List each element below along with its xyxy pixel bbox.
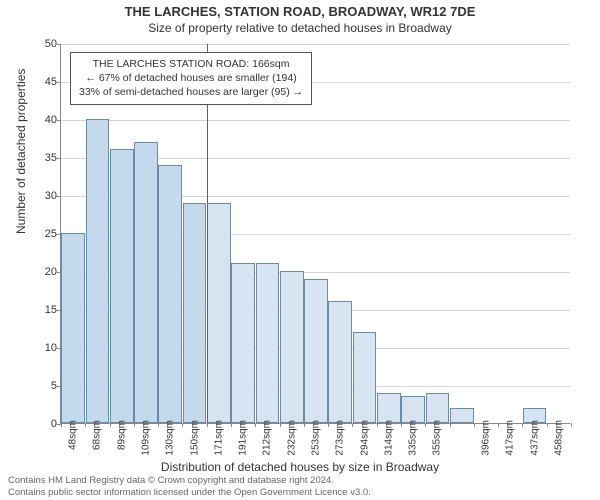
- xtick-mark: [401, 423, 402, 427]
- ytick-label: 10: [31, 342, 57, 354]
- xtick-label: 294sqm: [359, 420, 370, 456]
- attribution-line-1: Contains HM Land Registry data © Crown c…: [8, 475, 592, 486]
- xtick-mark: [255, 423, 256, 427]
- attribution-line-2: Contains public sector information licen…: [8, 487, 592, 498]
- histogram-bar: [134, 142, 158, 423]
- xtick-mark: [110, 423, 111, 427]
- histogram-bar: [426, 393, 450, 423]
- xtick-mark: [450, 423, 451, 427]
- xtick-label: 150sqm: [189, 420, 200, 456]
- xtick-label: 273sqm: [335, 420, 346, 456]
- xtick-mark: [280, 423, 281, 427]
- histogram-bar: [280, 271, 304, 423]
- xtick-label: 314sqm: [383, 420, 394, 456]
- legend-line-3: 33% of semi-detached houses are larger (…: [79, 85, 303, 99]
- histogram-bar: [450, 408, 474, 423]
- attribution: Contains HM Land Registry data © Crown c…: [8, 475, 592, 498]
- xtick-mark: [158, 423, 159, 427]
- page-subtitle: Size of property relative to detached ho…: [0, 19, 600, 35]
- xtick-mark: [85, 423, 86, 427]
- xtick-label: 458sqm: [553, 420, 564, 456]
- xtick-mark: [547, 423, 548, 427]
- xtick-label: 212sqm: [262, 420, 273, 456]
- legend-line-2: ← 67% of detached houses are smaller (19…: [79, 71, 303, 85]
- histogram-bar: [110, 149, 134, 423]
- ytick-label: 25: [31, 228, 57, 240]
- xtick-label: 68sqm: [92, 420, 103, 450]
- xtick-label: 335sqm: [408, 420, 419, 456]
- xtick-mark: [474, 423, 475, 427]
- page-title: THE LARCHES, STATION ROAD, BROADWAY, WR1…: [0, 0, 600, 19]
- ytick-label: 15: [31, 304, 57, 316]
- x-axis-label: Distribution of detached houses by size …: [0, 460, 600, 474]
- histogram-bar: [183, 203, 207, 423]
- xtick-mark: [571, 423, 572, 427]
- xtick-label: 191sqm: [238, 420, 249, 456]
- xtick-mark: [425, 423, 426, 427]
- legend-line-1: THE LARCHES STATION ROAD: 166sqm: [79, 57, 303, 71]
- xtick-label: 232sqm: [286, 420, 297, 456]
- ytick-mark: [57, 196, 61, 197]
- xtick-label: 396sqm: [481, 420, 492, 456]
- histogram-bar: [61, 233, 85, 423]
- xtick-mark: [352, 423, 353, 427]
- histogram-bar: [353, 332, 377, 423]
- xtick-mark: [522, 423, 523, 427]
- xtick-mark: [377, 423, 378, 427]
- histogram-bar: [256, 263, 280, 423]
- xtick-mark: [231, 423, 232, 427]
- ytick-label: 5: [31, 380, 57, 392]
- xtick-label: 89sqm: [116, 420, 127, 450]
- xtick-mark: [61, 423, 62, 427]
- histogram-bar: [328, 301, 352, 423]
- histogram-bar: [401, 396, 425, 423]
- ytick-mark: [57, 44, 61, 45]
- ytick-label: 0: [31, 418, 57, 430]
- histogram-bar: [207, 203, 231, 423]
- histogram-bar: [231, 263, 255, 423]
- ytick-label: 40: [31, 114, 57, 126]
- histogram-bar: [158, 165, 182, 423]
- reference-legend: THE LARCHES STATION ROAD: 166sqm ← 67% o…: [70, 52, 312, 105]
- histogram-bar: [304, 279, 328, 423]
- xtick-label: 355sqm: [432, 420, 443, 456]
- xtick-label: 437sqm: [529, 420, 540, 456]
- ytick-mark: [57, 82, 61, 83]
- xtick-label: 253sqm: [311, 420, 322, 456]
- gridline: [61, 44, 570, 45]
- xtick-mark: [328, 423, 329, 427]
- xtick-mark: [304, 423, 305, 427]
- gridline: [61, 120, 570, 121]
- xtick-label: 130sqm: [165, 420, 176, 456]
- xtick-mark: [182, 423, 183, 427]
- ytick-label: 45: [31, 76, 57, 88]
- xtick-mark: [498, 423, 499, 427]
- histogram-bar: [86, 119, 110, 423]
- xtick-mark: [134, 423, 135, 427]
- ytick-mark: [57, 158, 61, 159]
- histogram-bar: [377, 393, 401, 423]
- ytick-label: 50: [31, 38, 57, 50]
- xtick-label: 109sqm: [141, 420, 152, 456]
- xtick-label: 171sqm: [213, 420, 224, 456]
- xtick-label: 417sqm: [505, 420, 516, 456]
- xtick-mark: [207, 423, 208, 427]
- xtick-label: 48sqm: [68, 420, 79, 450]
- ytick-label: 35: [31, 152, 57, 164]
- ytick-mark: [57, 120, 61, 121]
- y-axis-label: Number of detached properties: [14, 69, 28, 234]
- ytick-label: 20: [31, 266, 57, 278]
- ytick-label: 30: [31, 190, 57, 202]
